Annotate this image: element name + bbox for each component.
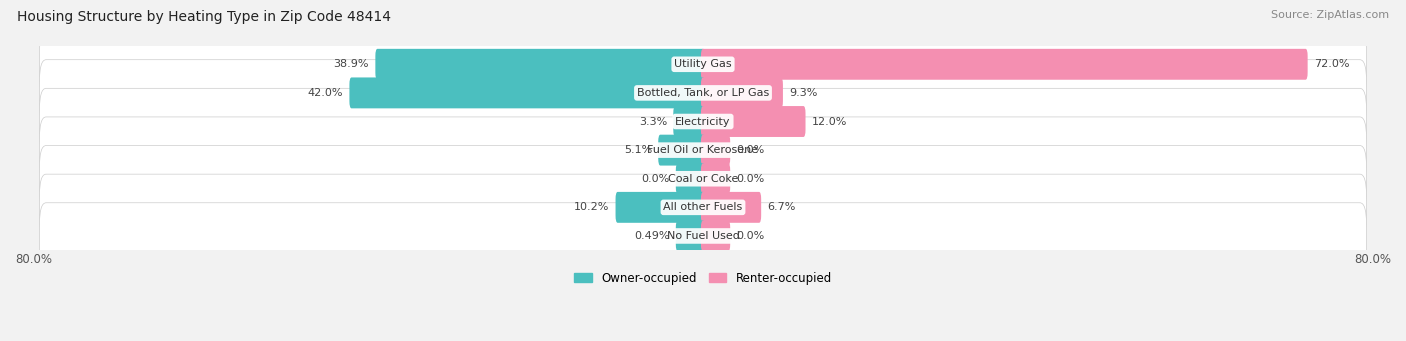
FancyBboxPatch shape [39, 117, 1367, 183]
FancyBboxPatch shape [616, 192, 704, 223]
FancyBboxPatch shape [375, 49, 704, 80]
Text: 5.1%: 5.1% [624, 145, 652, 155]
FancyBboxPatch shape [702, 135, 730, 166]
FancyBboxPatch shape [676, 163, 704, 194]
Text: Source: ZipAtlas.com: Source: ZipAtlas.com [1271, 10, 1389, 20]
Text: Electricity: Electricity [675, 117, 731, 127]
Text: 72.0%: 72.0% [1315, 59, 1350, 69]
Text: All other Fuels: All other Fuels [664, 202, 742, 212]
Text: 0.0%: 0.0% [737, 174, 765, 184]
FancyBboxPatch shape [702, 77, 783, 108]
Text: 12.0%: 12.0% [811, 117, 848, 127]
FancyBboxPatch shape [39, 88, 1367, 155]
Text: Fuel Oil or Kerosene: Fuel Oil or Kerosene [647, 145, 759, 155]
FancyBboxPatch shape [673, 106, 704, 137]
Text: 10.2%: 10.2% [574, 202, 609, 212]
FancyBboxPatch shape [676, 221, 704, 251]
Text: Housing Structure by Heating Type in Zip Code 48414: Housing Structure by Heating Type in Zip… [17, 10, 391, 24]
FancyBboxPatch shape [39, 203, 1367, 269]
FancyBboxPatch shape [350, 77, 704, 108]
Text: 42.0%: 42.0% [308, 88, 343, 98]
FancyBboxPatch shape [39, 31, 1367, 98]
Text: 6.7%: 6.7% [768, 202, 796, 212]
FancyBboxPatch shape [658, 135, 704, 166]
Text: Bottled, Tank, or LP Gas: Bottled, Tank, or LP Gas [637, 88, 769, 98]
Text: 0.0%: 0.0% [737, 145, 765, 155]
FancyBboxPatch shape [39, 174, 1367, 240]
Text: 0.0%: 0.0% [737, 231, 765, 241]
Text: Utility Gas: Utility Gas [675, 59, 731, 69]
Text: 0.0%: 0.0% [641, 174, 669, 184]
FancyBboxPatch shape [39, 146, 1367, 212]
Text: 3.3%: 3.3% [638, 117, 666, 127]
FancyBboxPatch shape [702, 192, 761, 223]
FancyBboxPatch shape [702, 49, 1308, 80]
FancyBboxPatch shape [702, 221, 730, 251]
Text: 9.3%: 9.3% [789, 88, 817, 98]
FancyBboxPatch shape [702, 106, 806, 137]
Text: Coal or Coke: Coal or Coke [668, 174, 738, 184]
Legend: Owner-occupied, Renter-occupied: Owner-occupied, Renter-occupied [569, 267, 837, 290]
Text: 0.49%: 0.49% [634, 231, 669, 241]
Text: No Fuel Used: No Fuel Used [666, 231, 740, 241]
FancyBboxPatch shape [702, 163, 730, 194]
Text: 38.9%: 38.9% [333, 59, 370, 69]
FancyBboxPatch shape [39, 60, 1367, 126]
